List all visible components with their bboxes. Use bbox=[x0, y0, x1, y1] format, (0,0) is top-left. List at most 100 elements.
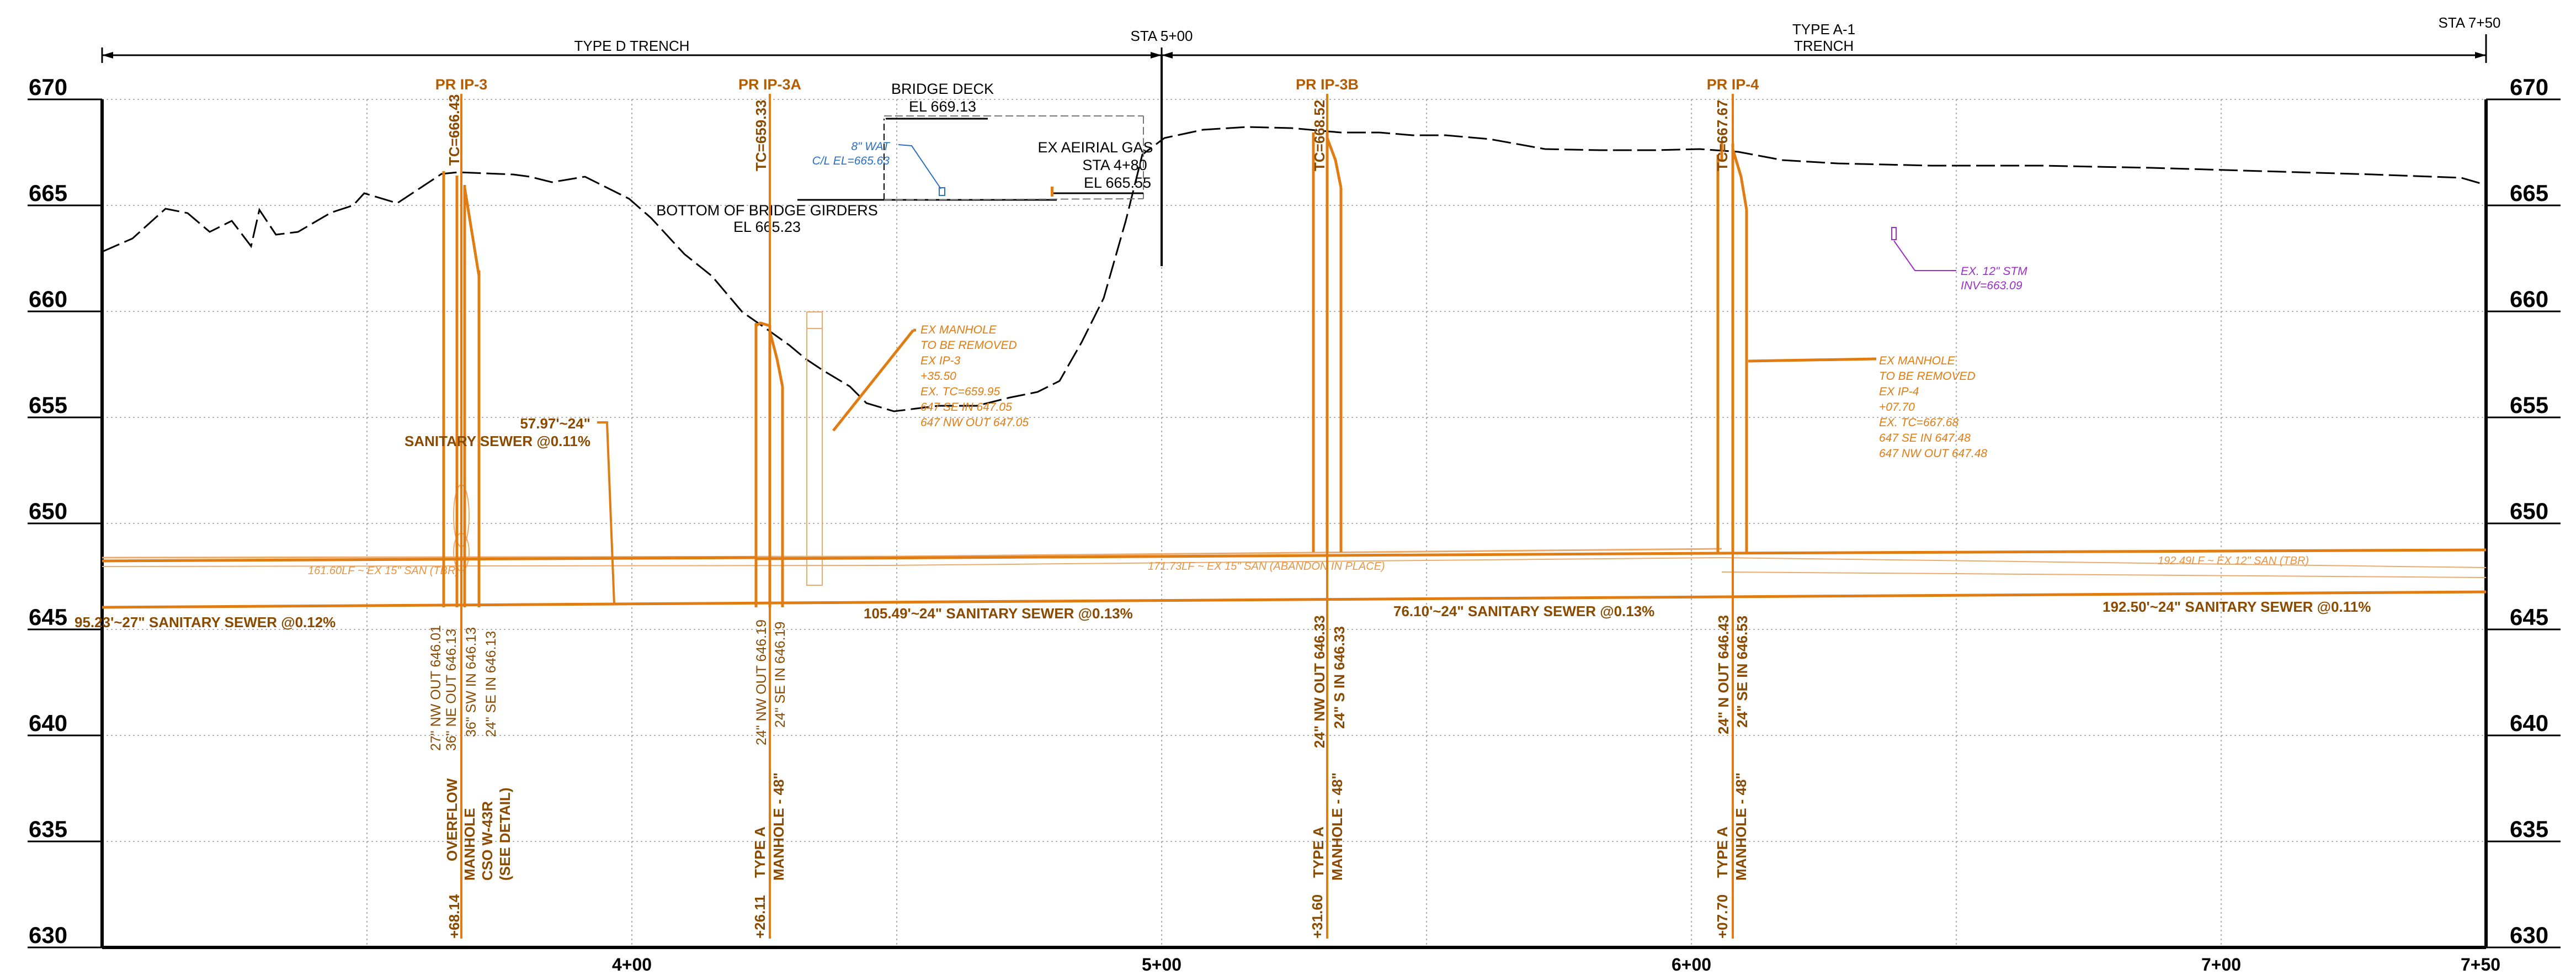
gas-label: EX AEIRIAL GAS bbox=[1037, 139, 1153, 156]
note-line: +35.50 bbox=[920, 370, 956, 383]
sewer-label: 192.50'~24" SANITARY SEWER @0.11% bbox=[2103, 598, 2371, 615]
manhole-tc: TC=667.67 bbox=[1714, 100, 1731, 171]
manhole-offset: +26.11 bbox=[752, 895, 768, 939]
ex-manhole-4-note: EX MANHOLE TO BE REMOVED EX IP-4 +07.70 … bbox=[1879, 354, 1987, 460]
manhole-ip4 bbox=[1716, 94, 1748, 939]
elevation-labels-left: 670 665 660 655 650 645 640 635 630 bbox=[29, 74, 67, 948]
proposed-sewer bbox=[102, 329, 2487, 609]
note-line: 647 SE IN 647.48 bbox=[1879, 432, 1971, 444]
invert-labels: 27" NW OUT 646.01 36" NE OUT 646.13 36" … bbox=[428, 615, 1750, 751]
manhole-type: MANHOLE - 48" bbox=[1329, 772, 1345, 881]
elev-label: 640 bbox=[29, 710, 67, 736]
note-line: EX IP-3 bbox=[920, 354, 961, 367]
invert-label: 24" SE IN 646.19 bbox=[773, 622, 788, 728]
bridge-deck-label: BRIDGE DECK bbox=[891, 81, 994, 97]
water-elev: C/L EL=665.63 bbox=[812, 155, 890, 167]
note-line: 647 SE IN 647.05 bbox=[920, 401, 1012, 414]
station-label: 7+50 bbox=[2461, 955, 2500, 974]
gas-elev: EL 665.55 bbox=[1084, 174, 1151, 191]
girders-label: BOTTOM OF BRIDGE GIRDERS bbox=[656, 202, 878, 219]
note-line: 647 NW OUT 647.05 bbox=[920, 416, 1029, 429]
invert-label: 24" S IN 646.33 bbox=[1331, 626, 1348, 729]
manhole-offset: +31.60 bbox=[1309, 894, 1326, 939]
invert-label: 24" N OUT 646.43 bbox=[1715, 615, 1732, 734]
manhole-name: PR IP-3B bbox=[1296, 76, 1359, 93]
note-line: EX MANHOLE bbox=[920, 324, 997, 336]
invert-label: 24" NW OUT 646.19 bbox=[754, 619, 769, 745]
manhole-type: MANHOLE - 48" bbox=[770, 772, 787, 881]
note-line: EX MANHOLE bbox=[1879, 354, 1956, 367]
bridge-structure bbox=[797, 55, 1163, 266]
note-line: TO BE REMOVED bbox=[920, 339, 1017, 352]
trench-a1-label: TYPE A-1 bbox=[1792, 21, 1855, 38]
sta-500-label: STA 5+00 bbox=[1131, 28, 1193, 44]
manhole-type: TYPE A bbox=[1714, 827, 1731, 878]
elev-label: 645 bbox=[2510, 604, 2548, 630]
manhole-type: MANHOLE bbox=[461, 808, 478, 881]
sewer-label: 76.10'~24" SANITARY SEWER @0.13% bbox=[1393, 603, 1654, 619]
storm-inv: INV=663.09 bbox=[1961, 279, 2023, 292]
note-line: 647 NW OUT 647.48 bbox=[1879, 447, 1987, 460]
ex-pipe-label: 171.73LF ~ EX 15" SAN (ABANDON IN PLACE) bbox=[1148, 560, 1385, 573]
elev-label: 630 bbox=[29, 922, 67, 948]
manhole-offset: +07.70 bbox=[1714, 894, 1731, 939]
manhole-tc: TC=668.52 bbox=[1311, 100, 1328, 171]
manhole-ip3b bbox=[1312, 94, 1343, 939]
gas-station: STA 4+80 bbox=[1082, 157, 1147, 173]
elevation-labels-right: 670 665 660 655 650 645 640 635 630 bbox=[2510, 74, 2548, 948]
invert-label: 24" SE IN 646.13 bbox=[483, 631, 499, 737]
elev-label: 660 bbox=[2510, 286, 2548, 312]
trench-a1-label: TRENCH bbox=[1794, 38, 1854, 54]
invert-label: 27" NW OUT 646.01 bbox=[428, 625, 444, 751]
station-label: 4+00 bbox=[612, 955, 652, 974]
manhole-type: TYPE A bbox=[1310, 827, 1327, 878]
station-label: 5+00 bbox=[1142, 955, 1181, 974]
sta-750-label: STA 7+50 bbox=[2439, 14, 2501, 31]
elev-label: 650 bbox=[2510, 498, 2548, 524]
girders-elev: EL 665.23 bbox=[733, 219, 801, 235]
invert-label: 24" NW OUT 646.33 bbox=[1311, 615, 1328, 748]
manhole-ip3 bbox=[442, 94, 481, 939]
sewer-label: 57.97'~24" bbox=[520, 415, 590, 432]
elev-label: 660 bbox=[29, 286, 67, 312]
note-line: EX IP-4 bbox=[1879, 385, 1919, 398]
manhole-name: PR IP-4 bbox=[1707, 76, 1759, 93]
manhole-tc: TC=659.33 bbox=[753, 100, 769, 171]
elev-label: 645 bbox=[29, 604, 67, 630]
ex-pipe-label: 192.49LF ~ EX 12" SAN (TBR) bbox=[2158, 555, 2309, 567]
elev-label: 655 bbox=[29, 392, 67, 418]
ex-manhole-3-note: EX MANHOLE TO BE REMOVED EX IP-3 +35.50 … bbox=[920, 324, 1029, 429]
elev-label: 670 bbox=[2510, 74, 2548, 100]
invert-label: 36" NE OUT 646.13 bbox=[444, 629, 459, 751]
elev-label: 650 bbox=[29, 498, 67, 524]
note-line: +07.70 bbox=[1879, 401, 1915, 414]
bridge-deck-elev: EL 669.13 bbox=[909, 98, 976, 115]
elev-label: 670 bbox=[29, 74, 67, 100]
elev-label: 665 bbox=[29, 180, 67, 206]
note-line: EX. TC=659.95 bbox=[920, 385, 1000, 398]
manhole-tc: TC=666.43 bbox=[446, 94, 462, 166]
water-label: 8" WAT bbox=[851, 140, 891, 153]
trench-d-label: TYPE D TRENCH bbox=[574, 38, 690, 54]
elevation-ticks bbox=[28, 98, 2561, 949]
manhole-type: CSO W-43R bbox=[479, 801, 496, 881]
manhole-ip3a bbox=[754, 94, 784, 939]
sewer-label: SANITARY SEWER @0.11% bbox=[405, 433, 590, 449]
manhole-type: MANHOLE - 48" bbox=[1733, 772, 1749, 881]
sewer-label: 95.23'~27" SANITARY SEWER @0.12% bbox=[74, 614, 336, 631]
station-label: 6+00 bbox=[1672, 955, 1711, 974]
storm-label: EX. 12" STM bbox=[1961, 265, 2027, 278]
elev-label: 635 bbox=[29, 816, 67, 842]
gas-marker bbox=[1051, 187, 1053, 197]
manhole-type-labels: +68.14 OVERFLOW MANHOLE CSO W-43R (SEE D… bbox=[444, 772, 1749, 939]
note-line: TO BE REMOVED bbox=[1879, 370, 1976, 383]
elev-label: 630 bbox=[2510, 922, 2548, 948]
manhole-name: PR IP-3 bbox=[435, 76, 488, 93]
elev-label: 640 bbox=[2510, 710, 2548, 736]
manhole-name: PR IP-3A bbox=[738, 76, 801, 93]
manhole-offset: +68.14 bbox=[446, 894, 462, 939]
station-labels: 4+00 5+00 6+00 7+00 7+50 bbox=[612, 955, 2500, 974]
water-line-callout bbox=[898, 144, 945, 196]
sewer-label: 105.49'~24" SANITARY SEWER @0.13% bbox=[864, 605, 1133, 622]
